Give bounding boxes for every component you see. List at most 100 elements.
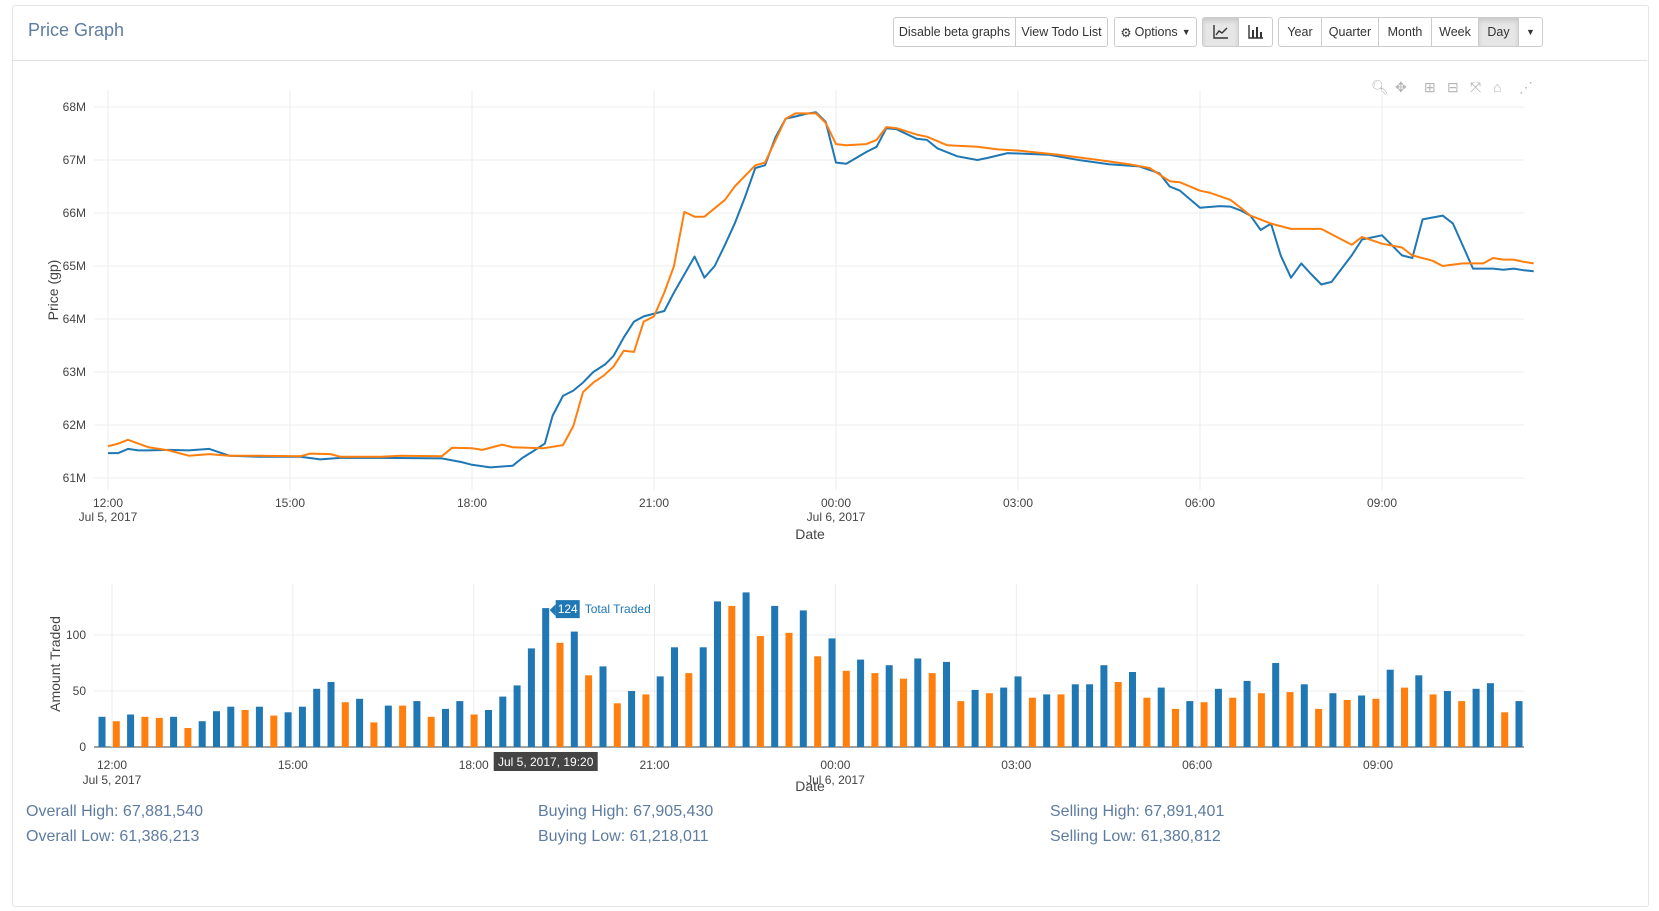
sell-volume-bar: [470, 714, 478, 747]
sell-volume-bar: [1458, 701, 1466, 747]
buy-volume-bar: [1129, 672, 1136, 747]
sell-volume-bar: [728, 605, 736, 747]
buy-volume-bar: [1386, 669, 1394, 747]
disable-beta-button[interactable]: Disable beta graphs: [893, 17, 1016, 47]
sell-volume-bar: [241, 710, 249, 747]
buy-volume-bar: [1000, 687, 1008, 747]
tooltip-date: Jul 5, 2017, 19:20: [498, 755, 594, 769]
view-todo-button[interactable]: View Todo List: [1015, 17, 1108, 47]
sell-volume-bar: [1286, 692, 1294, 747]
buy-volume-bar: [1071, 684, 1079, 747]
buy-volume-bar: [499, 696, 507, 747]
buy-volume-bar: [699, 647, 707, 747]
gear-icon: ⚙: [1120, 25, 1132, 40]
sell-volume-bar: [642, 694, 650, 747]
buy-volume-bar: [1186, 701, 1194, 747]
sell-volume-bar: [985, 693, 993, 747]
sell-volume-bar: [1343, 700, 1351, 747]
sell-volume-bar: [814, 656, 822, 747]
range-day-button[interactable]: Day: [1478, 17, 1519, 47]
tooltip-label: Total Traded: [585, 602, 651, 616]
sell-volume-bar: [1172, 708, 1179, 747]
buy-volume-bar: [1300, 684, 1308, 747]
price-y-tick-label: 65M: [63, 259, 86, 273]
volume-x-tick-label: 21:00: [640, 758, 670, 772]
buy-volume-bar: [1157, 687, 1165, 747]
range-week-button[interactable]: Week: [1431, 17, 1479, 47]
volume-y-tick-label: 50: [73, 684, 87, 698]
sell-volume-bar: [613, 703, 621, 747]
options-button[interactable]: ⚙ Options ▼: [1114, 17, 1197, 47]
sell-volume-bar: [155, 717, 163, 747]
buy-volume-bar: [714, 601, 721, 747]
buying-low: Buying Low: 61,218,011: [538, 828, 709, 845]
zoom-icon[interactable]: 🔍︎: [1371, 79, 1389, 95]
buy-volume-bar: [885, 665, 893, 747]
price-y-axis-title: Price (gp): [45, 260, 61, 321]
buy-volume-bar: [1272, 663, 1280, 747]
sell-volume-bar: [756, 636, 764, 747]
tooltip-value-box: [555, 600, 580, 619]
buy-volume-bar: [771, 605, 779, 747]
sell-volume-bar: [1229, 697, 1237, 747]
buy-volume-bar: [313, 688, 321, 747]
buy-volume-bar: [442, 708, 449, 747]
line-chart-toggle[interactable]: [1202, 17, 1239, 47]
buy-volume-bar: [1243, 680, 1251, 747]
buy-price-line: [108, 111, 1534, 469]
buy-volume-bar: [1486, 683, 1494, 747]
price-graph-panel: [12, 5, 1649, 907]
zoom-in-icon[interactable]: ⊞: [1424, 79, 1436, 95]
caret-down-icon: ▼: [1526, 27, 1535, 37]
autoscale-icon[interactable]: ⤧: [1470, 79, 1482, 95]
buy-volume-bar: [1415, 675, 1423, 747]
selling-low: Selling Low: 61,380,812: [1050, 828, 1221, 845]
sell-volume-bar: [1401, 687, 1408, 747]
bar-chart-icon: [1247, 25, 1263, 39]
sell-volume-bar: [785, 632, 793, 747]
range-month-button[interactable]: Month: [1378, 17, 1432, 47]
volume-x-tick-label: 03:00: [1001, 758, 1031, 772]
volume-x-tick-label: 00:00: [820, 758, 850, 772]
buy-volume-bar: [742, 592, 750, 747]
range-quarter-button[interactable]: Quarter: [1321, 17, 1379, 47]
buy-volume-bar: [1515, 701, 1523, 747]
volume-x-tick-label: 18:00: [459, 758, 489, 772]
price-x-tick-label: 06:00: [1185, 496, 1215, 510]
buy-volume-bar: [255, 706, 263, 747]
buy-volume-bar: [1214, 688, 1222, 747]
price-y-tick-label: 64M: [63, 312, 86, 326]
sell-volume-bar: [871, 673, 879, 747]
price-y-tick-label: 66M: [63, 206, 86, 220]
buy-volume-bar: [98, 716, 106, 747]
pan-icon[interactable]: ✥: [1395, 79, 1407, 95]
buy-volume-bar: [356, 698, 364, 747]
bar-chart-toggle[interactable]: [1238, 17, 1273, 47]
price-y-tick-label: 68M: [63, 100, 86, 114]
volume-x-tick-label: 15:00: [278, 758, 308, 772]
range-dropdown-button[interactable]: ▼: [1518, 17, 1543, 47]
sell-volume-bar: [1028, 697, 1036, 747]
buy-volume-bar: [1443, 691, 1451, 747]
buy-volume-bar: [213, 711, 220, 747]
buy-volume-bar: [1472, 688, 1480, 747]
buy-volume-bar: [1100, 665, 1108, 747]
volume-y-axis-title: Amount Traded: [47, 616, 63, 712]
caret-down-icon: ▼: [1181, 27, 1191, 37]
price-x-tick-label: 00:00: [821, 496, 851, 510]
options-label: Options: [1134, 25, 1178, 39]
sell-volume-bar: [1200, 702, 1208, 747]
sell-volume-bar: [112, 721, 120, 747]
buy-volume-bar: [656, 676, 664, 747]
reset-axes-icon[interactable]: ⌂: [1493, 79, 1502, 95]
zoom-out-icon[interactable]: ⊟: [1447, 79, 1459, 95]
buy-volume-bar: [227, 706, 235, 747]
sell-volume-bar: [1372, 698, 1380, 747]
spikelines-icon[interactable]: ⋰: [1519, 79, 1533, 95]
buy-volume-bar: [857, 659, 865, 747]
buy-volume-bar: [542, 608, 550, 747]
sell-volume-bar: [842, 670, 850, 747]
buy-volume-bar: [1329, 693, 1337, 747]
